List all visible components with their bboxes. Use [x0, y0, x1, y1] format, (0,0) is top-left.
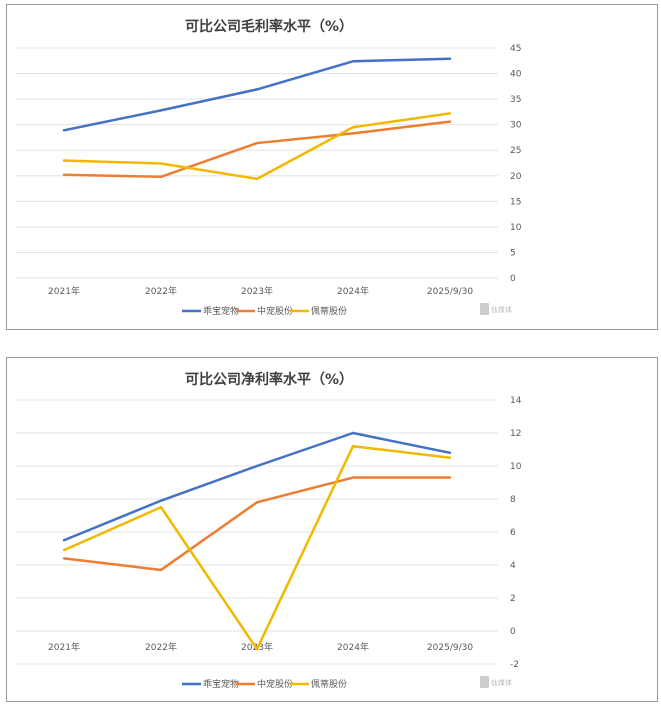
series-line-2	[63, 112, 451, 181]
y-tick-label: 40	[510, 70, 522, 80]
y-tick-label: 14	[510, 396, 522, 406]
y-tick-label: 25	[510, 146, 521, 156]
series-line-0	[63, 57, 451, 132]
x-tick-label: 2024年	[337, 641, 369, 653]
gross-margin-chart: 可比公司毛利率水平（%） 0 5 10 15 20 25 30 35 40 45 2021年 2022…	[6, 4, 658, 330]
data-point	[255, 141, 259, 145]
x-tick-label: 2025/9/30	[427, 287, 473, 297]
legend-label: 中宠股份	[257, 305, 293, 317]
y-tick-label: 35	[510, 95, 521, 105]
data-point	[255, 647, 259, 651]
data-point	[62, 173, 66, 176]
data-point	[351, 476, 355, 479]
x-tick-label: 2023年	[241, 285, 273, 297]
y-tick-label: 15	[510, 197, 521, 207]
y-tick-label: 6	[510, 528, 516, 538]
watermark: 钛媒体	[491, 678, 512, 687]
legend-label: 中宠股份	[257, 678, 293, 690]
watermark: 钛媒体	[491, 305, 512, 314]
data-point	[351, 445, 355, 448]
legend-label: 乖宝宠物	[203, 678, 239, 690]
x-tick-label: 2025/9/30	[427, 643, 473, 653]
data-point	[448, 112, 452, 115]
x-tick-label: 2021年	[48, 285, 80, 297]
legend-label: 佩蒂股份	[311, 678, 347, 690]
data-point	[448, 120, 452, 123]
chart-title: 可比公司净利率水平（%）	[185, 371, 353, 388]
data-point	[351, 126, 355, 129]
net-margin-chart: 可比公司净利率水平（%） -2024681012142021年2022年2023…	[6, 357, 658, 702]
series-line-1	[63, 120, 451, 179]
data-point	[62, 557, 66, 560]
x-tick-label: 2024年	[337, 285, 369, 297]
x-tick-label: 2021年	[48, 641, 80, 653]
y-tick-label: 30	[510, 121, 522, 131]
x-tick-label: 2022年	[145, 285, 177, 297]
data-point	[255, 501, 259, 504]
legend-label: 佩蒂股份	[311, 305, 347, 317]
y-tick-label: 45	[510, 44, 521, 54]
data-point	[351, 431, 355, 435]
data-point	[255, 88, 259, 91]
data-point	[448, 456, 452, 459]
data-point	[351, 132, 355, 135]
x-tick-label: 2022年	[145, 641, 177, 653]
y-tick-label: 8	[510, 495, 516, 505]
watermark-logo	[480, 676, 489, 688]
data-point	[159, 506, 163, 509]
y-tick-label: 12	[510, 429, 521, 439]
y-tick-label: 5	[510, 248, 516, 258]
data-point	[255, 464, 259, 468]
data-point	[62, 539, 66, 542]
y-tick-label: 10	[510, 223, 522, 233]
data-point	[159, 568, 163, 572]
y-tick-label: 10	[510, 462, 522, 472]
y-tick-label: 0	[510, 627, 516, 637]
y-tick-label: 0	[510, 274, 516, 284]
data-point	[351, 60, 355, 63]
data-point	[62, 159, 66, 162]
y-tick-label: -2	[510, 660, 519, 670]
watermark-logo	[480, 303, 489, 315]
data-point	[159, 162, 163, 165]
data-point	[448, 57, 452, 60]
data-point	[255, 177, 259, 181]
y-tick-label: 4	[510, 561, 516, 571]
y-tick-label: 2	[510, 594, 516, 604]
legend-label: 乖宝宠物	[203, 305, 239, 317]
data-point	[159, 499, 163, 502]
chart-title: 可比公司毛利率水平（%）	[185, 18, 353, 35]
gross-margin-chart-svg: 可比公司毛利率水平（%） 0 5 10 15 20 25 30 35 40 45 2021年 2022…	[16, 18, 522, 317]
data-point	[448, 476, 452, 479]
data-point	[448, 451, 452, 454]
data-point	[62, 129, 66, 132]
y-tick-label: 20	[510, 172, 522, 182]
data-point	[159, 175, 163, 178]
data-point	[159, 109, 163, 112]
net-margin-chart-svg: 可比公司净利率水平（%） -2024681012142021年2022年2023…	[16, 371, 522, 690]
data-point	[62, 548, 66, 552]
